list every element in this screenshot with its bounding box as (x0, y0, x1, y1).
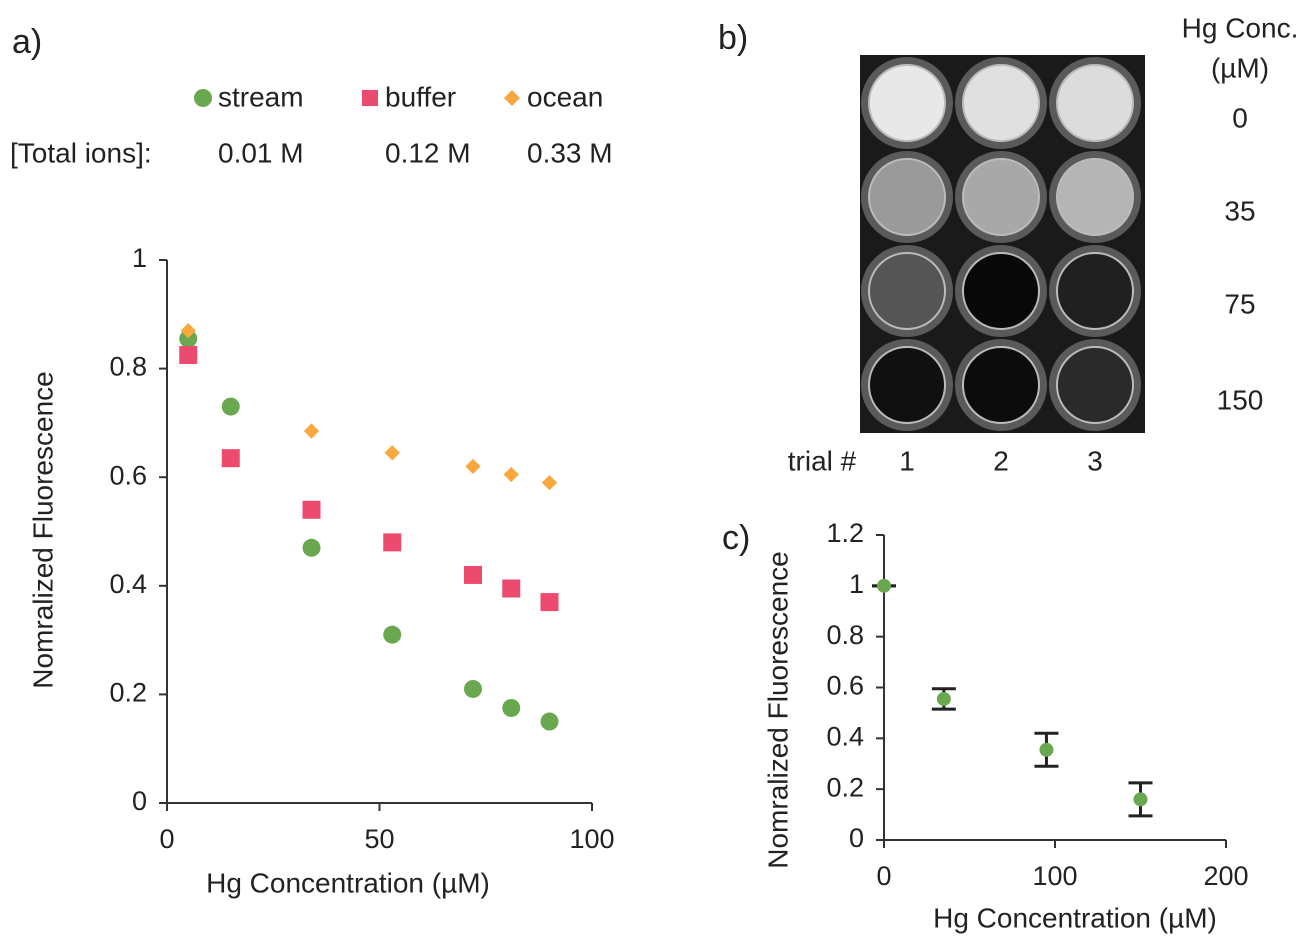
point (464, 565, 482, 584)
photo-header: (µM) (1211, 52, 1269, 83)
well (962, 346, 1040, 424)
point (465, 458, 481, 474)
legend-note-label: [Total ions]: (10, 137, 152, 168)
row-label: 35 (1224, 195, 1255, 226)
point (179, 329, 198, 348)
point (540, 712, 559, 731)
well (868, 64, 946, 142)
y-tick-label: 0.2 (826, 772, 864, 802)
column-title: trial # (788, 445, 857, 476)
point (221, 449, 240, 468)
y-tick-label: 0.6 (109, 460, 147, 490)
y-tick-label: 0.8 (826, 620, 864, 650)
well (1056, 252, 1134, 330)
panel-label: a) (12, 23, 42, 61)
point (383, 533, 402, 552)
x-tick-label: 0 (159, 824, 174, 854)
well (868, 346, 946, 424)
y-tick-label: 0 (849, 823, 864, 853)
column-label: 2 (993, 445, 1009, 476)
well (962, 252, 1040, 330)
x-axis-label: Hg Concentration (µM) (206, 867, 490, 898)
point (180, 322, 196, 339)
legend-marker (504, 90, 520, 106)
well (868, 158, 946, 236)
row-label: 75 (1224, 288, 1255, 319)
x-tick-label: 100 (569, 824, 614, 854)
point (502, 698, 521, 717)
legend-label: stream (218, 81, 304, 112)
legend-note: 0.33 M (527, 137, 613, 168)
well (962, 64, 1040, 142)
photo-header: Hg Conc. (1182, 12, 1299, 43)
well-plate-photo (860, 55, 1145, 433)
row-label: 0 (1232, 102, 1248, 133)
y-axis-label: Nomralized Fluorescence (762, 551, 793, 868)
legend-label: ocean (527, 81, 603, 112)
row-label: 150 (1217, 384, 1264, 415)
point (302, 500, 321, 519)
x-tick-label: 200 (1203, 861, 1248, 891)
well (1056, 346, 1134, 424)
point (936, 691, 951, 706)
x-tick-label: 50 (364, 824, 394, 854)
point (503, 466, 519, 483)
y-tick-label: 1.2 (826, 518, 864, 548)
legend-label: buffer (385, 81, 456, 112)
legend-marker (194, 89, 212, 107)
point (502, 579, 521, 598)
legend-note: 0.12 M (385, 137, 471, 168)
point (1039, 742, 1054, 757)
panel-label: b) (718, 19, 748, 57)
y-axis-label: Nomralized Fluorescence (27, 371, 58, 688)
y-tick-label: 0.4 (109, 569, 147, 599)
point (384, 445, 400, 461)
point (877, 578, 891, 593)
y-tick-label: 0.8 (109, 352, 147, 382)
y-tick-label: 1 (132, 243, 147, 273)
y-tick-label: 0 (132, 786, 147, 816)
point (383, 625, 402, 644)
legend-note: 0.01 M (218, 137, 304, 168)
point (179, 346, 198, 365)
point (540, 593, 559, 612)
y-tick-label: 0.2 (109, 678, 147, 708)
point (1133, 792, 1148, 807)
y-tick-label: 0.4 (826, 721, 864, 751)
column-label: 1 (899, 445, 915, 476)
legend-marker (362, 90, 378, 106)
point (302, 538, 321, 557)
y-tick-label: 0.6 (826, 671, 864, 701)
point (464, 679, 482, 698)
point (541, 474, 558, 491)
well (1056, 64, 1134, 142)
panel-label: c) (722, 519, 750, 557)
point (221, 397, 240, 416)
y-tick-label: 1 (849, 569, 864, 599)
x-tick-label: 100 (1032, 861, 1077, 891)
well (868, 252, 946, 330)
well (962, 158, 1040, 236)
x-axis-label: Hg Concentration (µM) (933, 902, 1217, 933)
column-label: 3 (1087, 445, 1103, 476)
x-tick-label: 0 (876, 861, 891, 891)
point (303, 423, 320, 439)
well (1056, 158, 1134, 236)
